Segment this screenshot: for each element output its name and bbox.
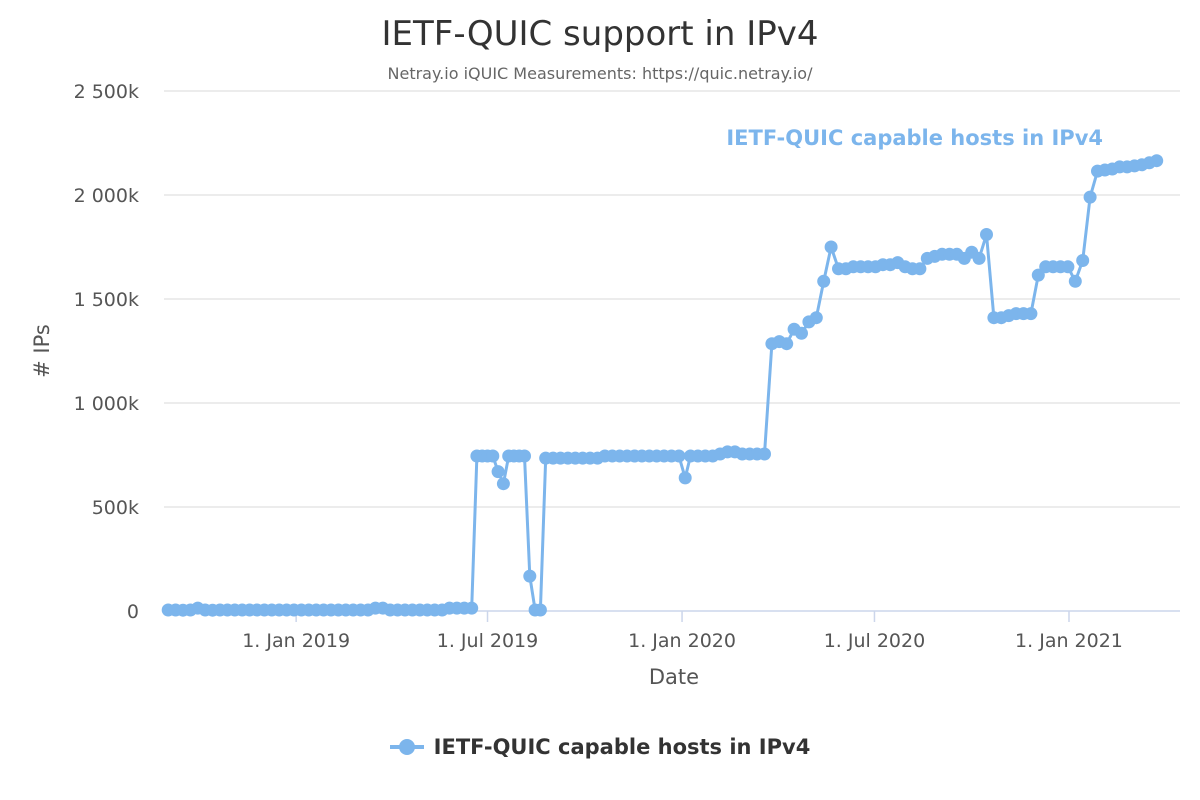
grid-lines bbox=[164, 90, 1180, 508]
y-tick-label: 2 500k bbox=[74, 81, 139, 103]
data-point[interactable] bbox=[1150, 154, 1164, 168]
data-point[interactable] bbox=[518, 449, 531, 463]
series-line[interactable] bbox=[166, 159, 1159, 612]
chart-subtitle[interactable]: Netray.io iQUIC Measurements: https://qu… bbox=[387, 64, 813, 83]
data-point[interactable] bbox=[795, 326, 808, 340]
data-point[interactable] bbox=[1068, 274, 1082, 288]
x-tick-label: 1. Jan 2019 bbox=[242, 630, 350, 652]
x-axis-tick-labels: 1. Jan 2019 1. Jul 2019 1. Jan 2020 1. Jul … bbox=[242, 630, 1123, 652]
data-point[interactable] bbox=[465, 601, 479, 615]
x-tick-label: 1. Jul 2019 bbox=[437, 630, 539, 652]
data-point[interactable] bbox=[486, 449, 500, 463]
y-axis-title: # IPs bbox=[30, 324, 54, 378]
x-tick-label: 1. Jul 2020 bbox=[824, 630, 926, 652]
data-point[interactable] bbox=[913, 262, 927, 276]
legend-marker-icon bbox=[398, 739, 415, 755]
y-tick-label: 1 500k bbox=[74, 289, 139, 311]
data-point[interactable] bbox=[972, 251, 986, 265]
x-tick-label: 1. Jan 2020 bbox=[628, 630, 736, 652]
data-point[interactable] bbox=[824, 240, 838, 254]
data-point[interactable] bbox=[672, 449, 686, 463]
y-tick-label: 500k bbox=[92, 497, 139, 519]
data-point[interactable] bbox=[780, 337, 794, 351]
data-point[interactable] bbox=[496, 477, 510, 491]
legend-item[interactable]: IETF-QUIC capable hosts in IPv4 bbox=[389, 732, 811, 762]
y-axis-tick-labels: 0 500k 1 000k 1 500k 2 000k 2 500k bbox=[74, 81, 139, 623]
data-point[interactable] bbox=[1031, 268, 1045, 282]
data-point[interactable] bbox=[1061, 260, 1075, 274]
legend-label: IETF-QUIC capable hosts in IPv4 bbox=[433, 735, 811, 759]
data-point[interactable] bbox=[523, 569, 537, 583]
data-point[interactable] bbox=[980, 228, 993, 241]
series-label: IETF-QUIC capable hosts in IPv4 bbox=[726, 126, 1103, 150]
data-point[interactable] bbox=[758, 447, 771, 461]
data-point[interactable] bbox=[817, 274, 831, 288]
data-point[interactable] bbox=[1083, 190, 1097, 204]
series-ietf-quic-ipv4[interactable] bbox=[161, 154, 1164, 617]
data-point[interactable] bbox=[1076, 254, 1090, 267]
chart-title: IETF-QUIC support in IPv4 bbox=[381, 14, 819, 54]
data-point[interactable] bbox=[533, 603, 547, 617]
x-tick-label: 1. Jan 2021 bbox=[1015, 630, 1123, 652]
legend: IETF-QUIC capable hosts in IPv4 bbox=[0, 732, 1200, 766]
data-point[interactable] bbox=[809, 311, 823, 325]
data-point[interactable] bbox=[491, 465, 505, 479]
legend-series-icon bbox=[389, 732, 424, 762]
data-point[interactable] bbox=[1024, 307, 1038, 321]
x-axis-title: Date bbox=[649, 665, 699, 689]
y-tick-label: 0 bbox=[127, 601, 139, 623]
data-point[interactable] bbox=[678, 471, 692, 485]
y-tick-label: 2 000k bbox=[74, 185, 139, 207]
y-tick-label: 1 000k bbox=[74, 393, 139, 415]
